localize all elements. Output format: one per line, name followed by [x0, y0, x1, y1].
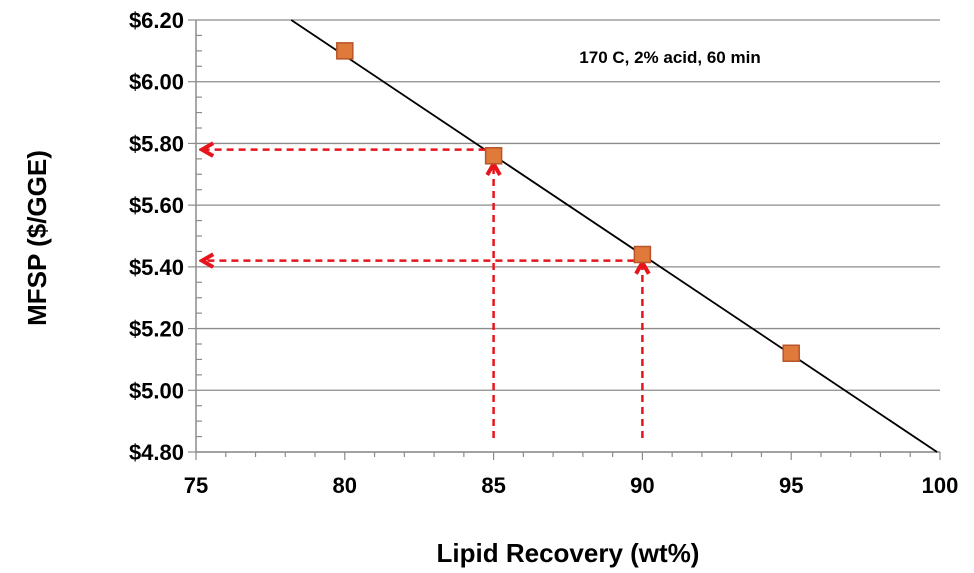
chart-annotation: 170 C, 2% acid, 60 min: [579, 48, 760, 67]
y-tick-label: $5.00: [129, 378, 184, 403]
x-axis-title: Lipid Recovery (wt%): [437, 538, 700, 568]
x-tick-label: 95: [779, 473, 803, 498]
arrow-layer: [202, 150, 642, 438]
x-tick-label: 80: [333, 473, 357, 498]
y-axis-title: MFSP ($/GGE): [22, 150, 52, 326]
x-tick-label: 75: [184, 473, 208, 498]
y-tick-label: $5.20: [129, 317, 184, 342]
axes: [188, 19, 941, 460]
y-tick-label: $5.40: [129, 255, 184, 280]
x-tick-label: 100: [922, 473, 959, 498]
data-points: [336, 42, 800, 363]
data-point: [336, 42, 354, 60]
x-tick-label: 90: [630, 473, 654, 498]
y-tick-label: $4.80: [129, 440, 184, 465]
data-point: [782, 344, 800, 363]
y-tick-label: $6.00: [129, 70, 184, 95]
trendline-layer: [290, 19, 938, 453]
y-tick-label: $5.60: [129, 193, 184, 218]
gridlines: [196, 19, 940, 453]
y-tick-label: $6.20: [129, 8, 184, 33]
data-point: [633, 245, 652, 264]
trendline: [290, 19, 938, 453]
y-tick-label: $5.80: [129, 131, 184, 156]
tick-labels: 75 80 85 90 95 100 $4.80 $5.00 $5.20 $5.40 $5.60 $5…: [129, 8, 958, 498]
x-tick-label: 85: [481, 473, 505, 498]
data-point: [484, 147, 503, 165]
